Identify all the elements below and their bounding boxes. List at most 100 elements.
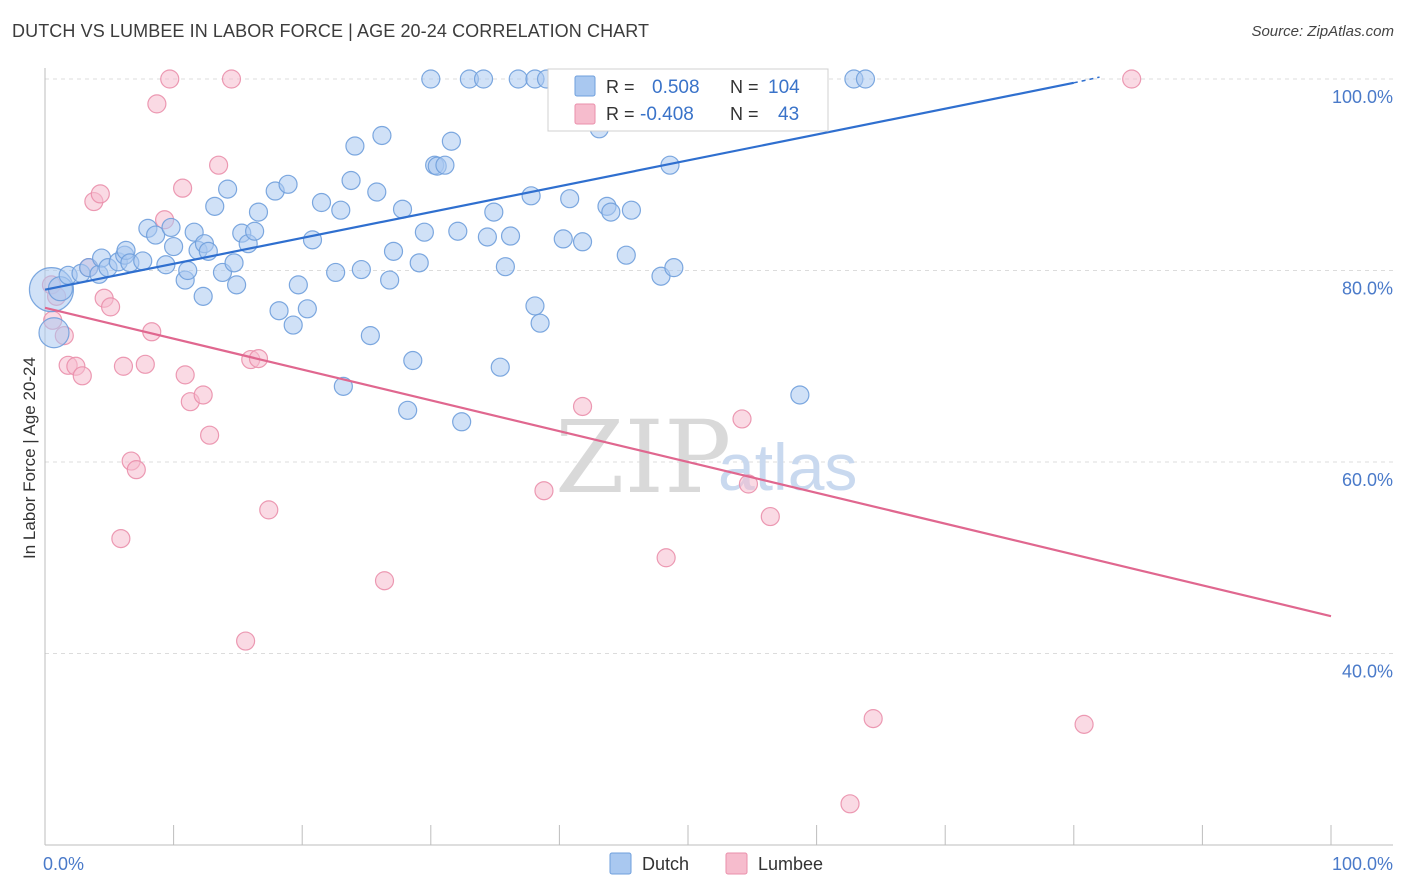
axes: [44, 68, 1393, 846]
dutch-point: [790, 385, 810, 405]
lumbee-point: [374, 571, 395, 591]
dutch-point: [161, 217, 181, 238]
lumbee-point: [236, 631, 256, 651]
dutch-point: [193, 286, 213, 306]
dutch-point: [409, 253, 429, 273]
dutch-point: [331, 200, 351, 220]
lumbee-point: [173, 178, 193, 198]
dutch-point: [38, 317, 70, 349]
dutch-point: [621, 200, 642, 220]
dutch-point: [572, 232, 593, 252]
lumbee-point: [863, 709, 883, 729]
lumbee-point: [209, 155, 229, 175]
dutch-point: [484, 202, 504, 222]
dutch-point: [245, 221, 265, 241]
stats-n-label-lumbee: N =: [730, 104, 759, 124]
legend-label-dutch: Dutch: [642, 854, 689, 874]
lumbee-point: [221, 69, 242, 89]
stats-n-value-dutch: 104: [768, 77, 800, 98]
lumbee-point: [760, 506, 780, 527]
dutch-point: [477, 227, 497, 247]
dutch-point: [178, 260, 198, 281]
dutch-point: [218, 179, 238, 199]
lumbee-point: [534, 481, 554, 501]
lumbee-point: [259, 500, 279, 520]
dutch-point: [553, 229, 573, 249]
lumbee-point: [656, 548, 676, 568]
dutch-point: [521, 186, 541, 206]
dutch-point: [452, 412, 472, 432]
watermark-zip: ZIP: [555, 399, 731, 516]
lumbee-point: [111, 528, 131, 549]
dutch-point: [360, 326, 380, 346]
dutch-point: [616, 245, 636, 265]
dutch-point: [133, 251, 153, 271]
lumbee-point: [193, 385, 213, 405]
dutch-point: [495, 257, 515, 277]
dutch-point: [326, 262, 346, 283]
lumbee-point: [90, 184, 110, 204]
watermark-atlas: atlas: [718, 430, 857, 504]
lumbee-point: [1122, 69, 1142, 89]
dutch-point: [380, 270, 400, 290]
dutch-point: [855, 69, 876, 89]
dutch-point: [383, 241, 404, 261]
legend-swatch-dutch: [609, 852, 632, 875]
dutch-point: [500, 226, 521, 246]
legend: Dutch Lumbee: [609, 852, 823, 875]
dutch-point: [367, 182, 387, 202]
dutch-point: [435, 155, 455, 175]
dutch-point: [351, 259, 371, 280]
stats-r-label-dutch: R =: [606, 77, 635, 97]
lumbee-point: [175, 365, 195, 385]
dutch-point: [145, 225, 166, 245]
stats-r-label-lumbee: R =: [606, 104, 635, 124]
dutch-point: [403, 350, 423, 371]
y-tick-label: 60.0%: [1342, 470, 1393, 490]
dutch-point: [341, 170, 361, 191]
dutch-point: [224, 253, 244, 273]
trend-lines: [44, 76, 1332, 618]
dutch-point: [508, 69, 528, 89]
dutch-point: [311, 192, 332, 213]
dutch-point: [414, 222, 434, 242]
dutch-point: [164, 236, 184, 257]
dutch-trend-line: [44, 81, 1075, 291]
dutch-point: [664, 258, 684, 278]
lumbee-point: [572, 396, 593, 417]
dutch-point: [421, 69, 441, 89]
dutch-point: [372, 125, 392, 146]
lumbee-point: [200, 425, 220, 445]
legend-swatch-lumbee: [725, 852, 748, 875]
lumbee-point: [160, 69, 180, 89]
dutch-point: [248, 202, 269, 222]
dutch-point: [345, 136, 365, 156]
y-tick-label: 100.0%: [1332, 87, 1393, 107]
y-tick-label: 40.0%: [1342, 662, 1393, 682]
x-tick-label: 0.0%: [43, 854, 84, 874]
stats-r-value-dutch: 0.508: [652, 77, 700, 98]
watermark: ZIP atlas: [555, 399, 857, 516]
dutch-point: [205, 196, 225, 216]
dutch-point: [448, 221, 468, 241]
lumbee-trend-line: [44, 306, 1332, 618]
legend-label-lumbee: Lumbee: [758, 854, 823, 874]
dutch-point: [333, 376, 353, 396]
lumbee-point: [113, 356, 134, 376]
dutch-point: [269, 301, 289, 321]
lumbee-point: [126, 460, 146, 480]
dutch-point: [283, 315, 303, 335]
y-tick-label: 80.0%: [1342, 279, 1393, 299]
lumbee-point: [840, 794, 860, 814]
dutch-point: [288, 275, 308, 295]
x-tick-label: 100.0%: [1332, 854, 1393, 874]
lumbee-point: [135, 354, 155, 374]
lumbee-point: [1074, 714, 1094, 734]
stats-swatch-lumbee: [574, 103, 596, 125]
dutch-point: [473, 69, 494, 89]
stats-box: R = 0.508 N = 104 R = -0.408 N = 43: [547, 68, 829, 132]
chart-source: Source: ZipAtlas.com: [1251, 23, 1394, 40]
stats-n-value-lumbee: 43: [778, 104, 799, 125]
dutch-point: [601, 202, 621, 222]
